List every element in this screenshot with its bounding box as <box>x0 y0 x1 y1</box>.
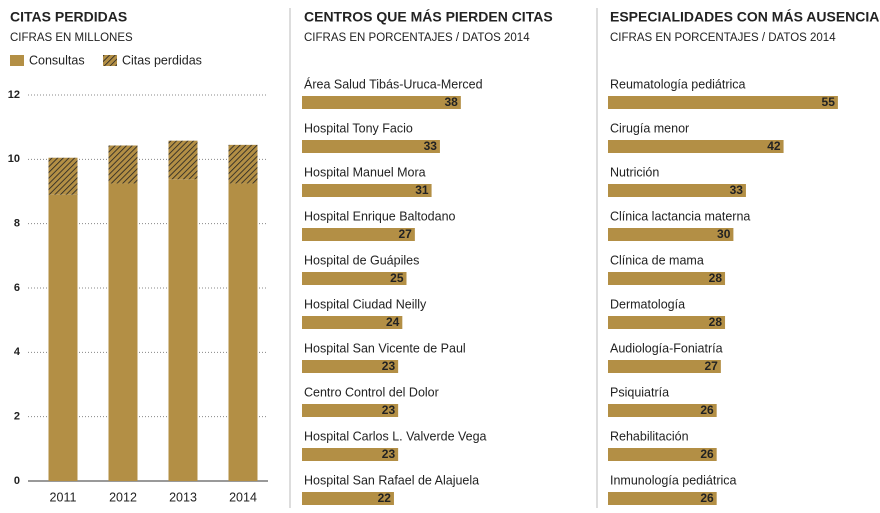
category-label: Hospital San Vicente de Paul <box>304 341 466 355</box>
bar <box>608 228 734 241</box>
bar-segment <box>228 144 258 184</box>
value-label: 28 <box>709 315 723 329</box>
x-tick-label: 2011 <box>50 490 77 504</box>
bar <box>608 360 721 373</box>
category-label: Hospital Carlos L. Valverde Vega <box>304 429 487 443</box>
value-label: 55 <box>822 95 836 109</box>
bar <box>608 492 717 505</box>
bar <box>608 184 746 197</box>
legend-label: Consultas <box>29 53 85 67</box>
value-label: 25 <box>390 271 404 285</box>
x-tick-label: 2014 <box>229 490 257 504</box>
bar <box>608 96 838 109</box>
bar <box>302 140 440 153</box>
legend-swatch <box>10 55 24 66</box>
value-label: 23 <box>382 447 396 461</box>
chart-subtitle: CIFRAS EN PORCENTAJES / DATOS 2014 <box>610 32 836 44</box>
chart-subtitle: CIFRAS EN PORCENTAJES / DATOS 2014 <box>304 32 530 44</box>
chart-title: CENTROS QUE MÁS PIERDEN CITAS <box>304 9 553 25</box>
bar-segment <box>108 145 138 184</box>
bar <box>608 140 784 153</box>
y-tick-label: 4 <box>14 346 21 358</box>
category-label: Psiquiatría <box>610 385 669 399</box>
bar <box>608 448 717 461</box>
bar <box>302 272 407 285</box>
y-tick-label: 2 <box>14 411 20 423</box>
bar <box>302 316 403 329</box>
bar-segment <box>48 157 78 195</box>
y-tick-label: 12 <box>8 89 20 101</box>
y-tick-label: 10 <box>8 153 20 165</box>
category-label: Área Salud Tibás-Uruca-Merced <box>304 76 483 91</box>
value-label: 26 <box>700 491 714 505</box>
category-label: Audiología-Foniatría <box>610 341 723 355</box>
category-label: Hospital Manuel Mora <box>304 165 426 179</box>
category-label: Inmunología pediátrica <box>610 473 737 487</box>
value-label: 22 <box>378 491 392 505</box>
category-label: Dermatología <box>610 297 685 311</box>
y-tick-label: 8 <box>14 218 20 230</box>
value-label: 30 <box>717 227 731 241</box>
category-label: Reumatología pediátrica <box>610 77 746 91</box>
bar <box>608 272 726 285</box>
legend-swatch <box>103 55 117 66</box>
bar <box>302 404 399 417</box>
value-label: 28 <box>709 271 723 285</box>
value-label: 31 <box>415 183 429 197</box>
y-tick-label: 0 <box>14 475 20 487</box>
category-label: Nutrición <box>610 165 659 179</box>
bar <box>608 404 717 417</box>
value-label: 24 <box>386 315 400 329</box>
value-label: 26 <box>700 403 714 417</box>
bar-segment <box>168 140 198 180</box>
chart-title: ESPECIALIDADES CON MÁS AUSENCIAS <box>610 9 880 25</box>
value-label: 23 <box>382 403 396 417</box>
value-label: 33 <box>730 183 744 197</box>
value-label: 38 <box>444 95 458 109</box>
category-label: Clínica de mama <box>610 253 704 267</box>
bar-segment <box>228 183 258 482</box>
value-label: 27 <box>399 227 413 241</box>
bar <box>302 228 415 241</box>
x-tick-label: 2013 <box>169 490 197 504</box>
value-label: 42 <box>767 139 781 153</box>
category-label: Rehabilitación <box>610 429 689 443</box>
bar <box>302 360 399 373</box>
category-label: Hospital San Rafael de Alajuela <box>304 473 479 487</box>
bar-segment <box>48 194 78 481</box>
category-label: Hospital Ciudad Neilly <box>304 297 427 311</box>
bar <box>302 448 399 461</box>
category-label: Hospital de Guápiles <box>304 253 419 267</box>
legend-label: Citas perdidas <box>122 53 202 67</box>
value-label: 33 <box>424 139 438 153</box>
bar <box>302 492 394 505</box>
category-label: Clínica lactancia materna <box>610 209 750 223</box>
bar-segment <box>108 183 138 482</box>
category-label: Hospital Tony Facio <box>304 121 413 135</box>
value-label: 23 <box>382 359 396 373</box>
bar-segment <box>168 179 198 481</box>
category-label: Centro Control del Dolor <box>304 385 439 399</box>
category-label: Cirugía menor <box>610 121 689 135</box>
bar <box>608 316 726 329</box>
x-tick-label: 2012 <box>109 490 137 504</box>
chart-title: CITAS PERDIDAS <box>10 9 127 25</box>
bar <box>302 96 461 109</box>
bar <box>302 184 432 197</box>
value-label: 26 <box>700 447 714 461</box>
y-tick-label: 6 <box>14 282 20 294</box>
value-label: 27 <box>705 359 719 373</box>
category-label: Hospital Enrique Baltodano <box>304 209 456 223</box>
chart-subtitle: CIFRAS EN MILLONES <box>10 32 133 44</box>
